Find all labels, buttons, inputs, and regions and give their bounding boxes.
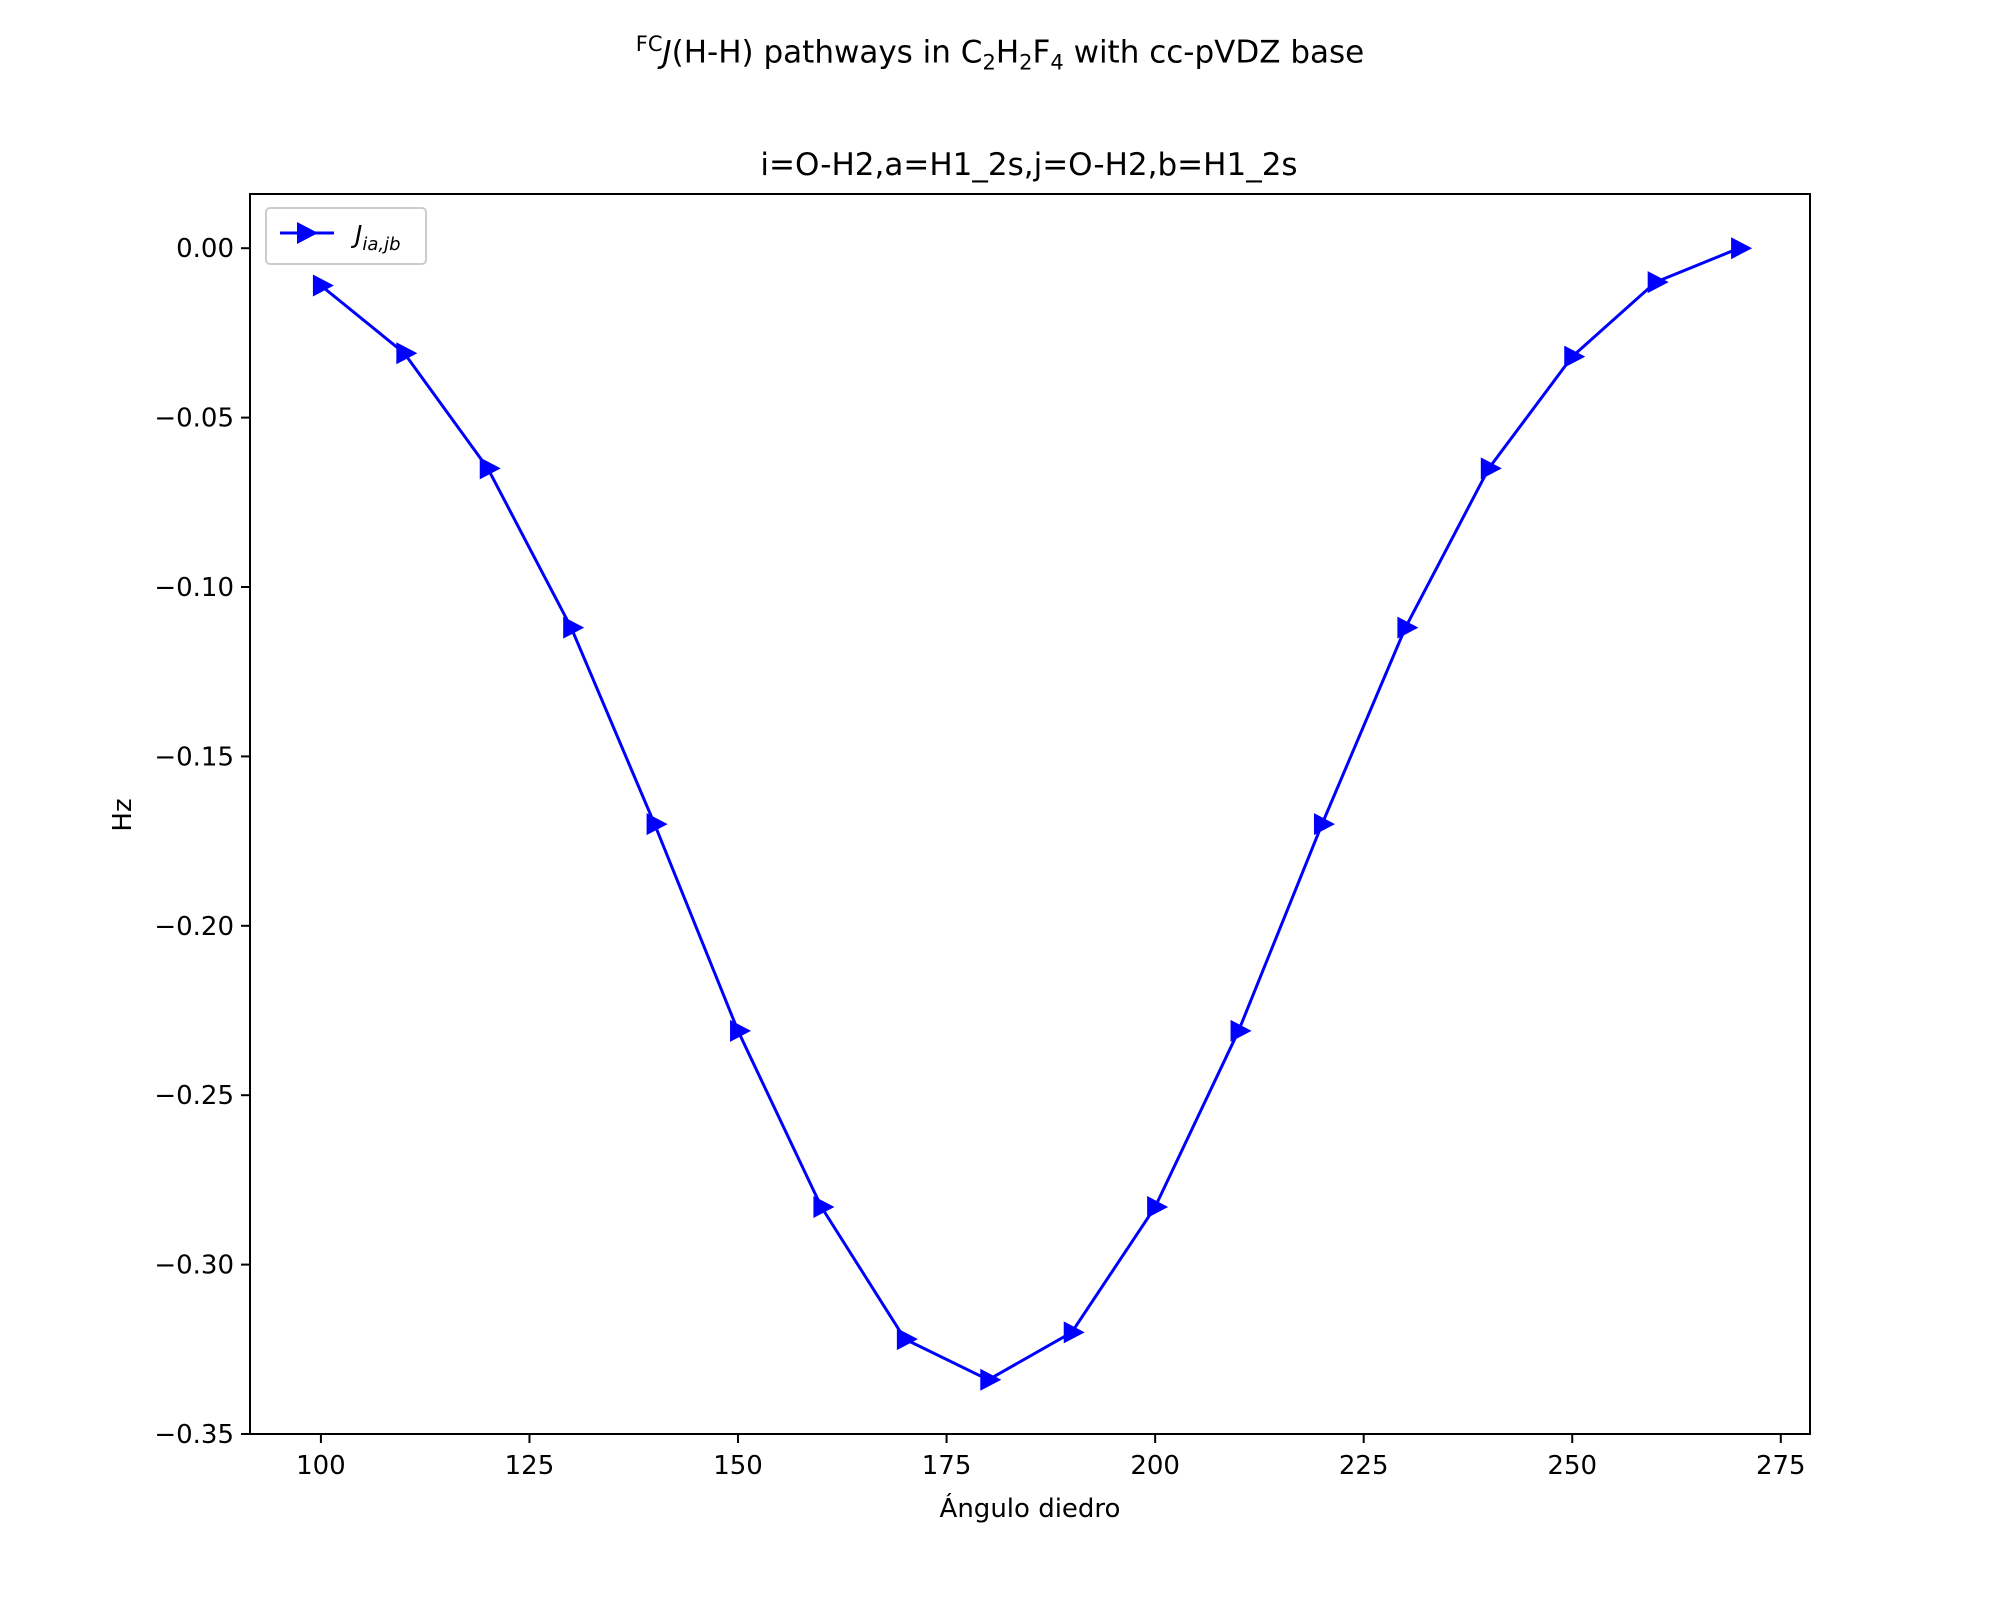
x-tick-label: 225: [1339, 1451, 1389, 1481]
data-point-marker: [730, 1019, 752, 1042]
data-point-marker: [1480, 457, 1502, 480]
x-tick-label: 100: [296, 1451, 346, 1481]
data-point-marker: [1397, 616, 1419, 639]
y-tick-label: 0.00: [176, 234, 234, 264]
x-axis-ticks: 100 125 150 175 200 225 250 275: [296, 1434, 1806, 1481]
y-tick-label: −0.35: [154, 1420, 234, 1450]
suptitle-sub-2: 2: [1019, 50, 1033, 75]
x-tick-label: 125: [505, 1451, 555, 1481]
suptitle-text-2: with cc-pVDZ base: [1063, 34, 1365, 71]
data-point-marker: [563, 616, 585, 639]
x-tick-label: 275: [1756, 1451, 1806, 1481]
data-point-marker: [1230, 1019, 1252, 1042]
data-point-marker: [1647, 271, 1669, 294]
data-point-marker: [813, 1196, 835, 1219]
x-tick-label: 200: [1130, 1451, 1180, 1481]
data-point-marker: [1147, 1196, 1169, 1219]
y-tick-label: −0.20: [154, 912, 234, 942]
data-point-marker: [396, 342, 418, 365]
y-tick-label: −0.15: [154, 742, 234, 772]
y-tick-label: −0.30: [154, 1251, 234, 1281]
legend: Jia,jb: [265, 207, 427, 265]
data-point-marker: [312, 274, 334, 297]
suptitle-sub-3: 4: [1050, 50, 1064, 75]
data-point-marker: [980, 1368, 1002, 1391]
legend-marker-swatch: [297, 222, 318, 244]
suptitle-j-symbol: J: [662, 34, 672, 71]
y-tick-label: −0.25: [154, 1081, 234, 1111]
x-tick-label: 175: [922, 1451, 972, 1481]
data-point-marker: [1063, 1321, 1085, 1344]
y-axis-ticks: 0.00 −0.05 −0.10 −0.15 −0.20 −0.25 −0.30 −0.35: [154, 234, 250, 1450]
data-point-marker: [479, 457, 501, 480]
series-line: [319, 246, 1740, 1382]
x-tick-label: 250: [1547, 1451, 1597, 1481]
y-tick-label: −0.10: [154, 573, 234, 603]
data-point-marker: [1313, 813, 1335, 836]
figure-suptitle: FCJ(H-H) pathways in C2H2F4 with cc-pVDZ…: [0, 32, 2000, 75]
y-tick-label: −0.05: [154, 404, 234, 434]
suptitle-text-h: H: [995, 34, 1020, 71]
x-tick-label: 150: [713, 1451, 763, 1481]
suptitle-text-1: (H-H) pathways in C: [671, 34, 983, 71]
legend-box: [265, 207, 427, 265]
suptitle-superscript: FC: [635, 32, 663, 56]
plot-area: [312, 237, 1753, 1391]
suptitle-text-f: F: [1032, 34, 1051, 71]
x-axis-label: Ángulo diedro: [940, 1492, 1121, 1524]
data-point-marker: [896, 1328, 918, 1351]
suptitle-sub-1: 2: [982, 50, 996, 75]
data-point-marker: [1564, 345, 1586, 368]
data-point-marker: [646, 813, 668, 836]
axes-frame: [249, 193, 1811, 1435]
data-point-marker: [1731, 237, 1753, 260]
legend-label-sub: ia,jb: [362, 234, 400, 255]
axes-title: i=O-H2,a=H1_2s,j=O-H2,b=H1_2s: [760, 147, 1297, 183]
y-axis-label: Hz: [108, 798, 138, 831]
